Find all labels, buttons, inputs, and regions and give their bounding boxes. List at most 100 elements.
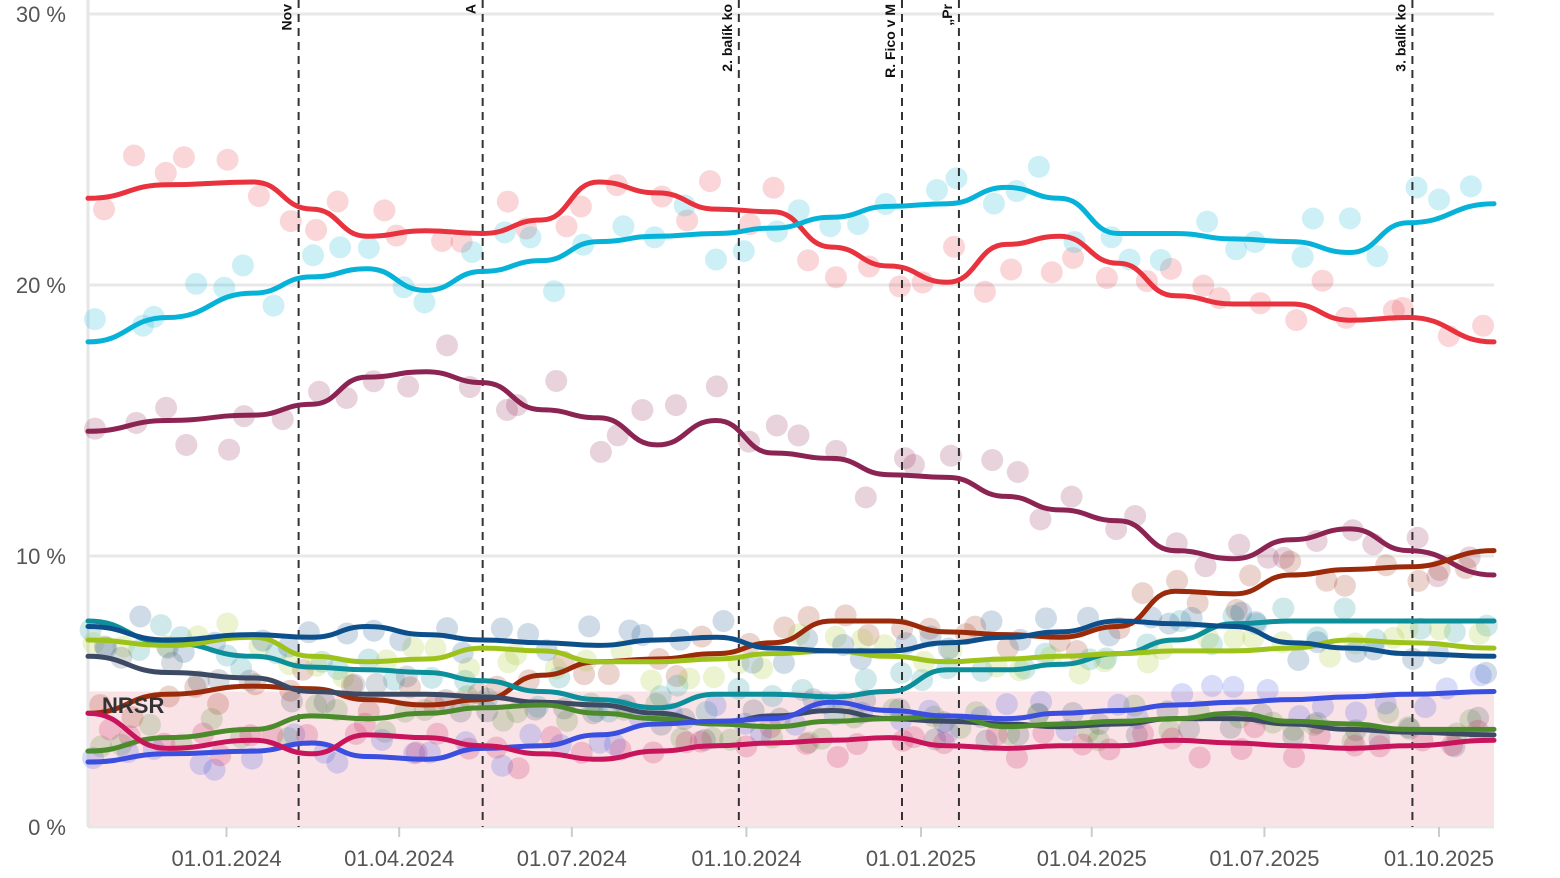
poll-dot (1149, 249, 1172, 272)
poll-dot (1256, 679, 1279, 702)
poll-dot (262, 294, 285, 317)
poll-dot (1343, 734, 1366, 757)
x-tick-label: 01.01.2024 (171, 846, 281, 871)
poll-dot (1027, 155, 1050, 178)
poll-dot (578, 615, 601, 638)
poll-dot (826, 745, 849, 768)
poll-dot (1228, 533, 1251, 556)
poll-dot (370, 728, 393, 751)
poll-dot (1287, 648, 1310, 671)
poll-dot (457, 657, 480, 680)
poll-dot (945, 167, 968, 190)
poll-dot (1366, 245, 1389, 268)
poll-dot (888, 275, 911, 298)
event-label: Nov (279, 4, 295, 31)
poll-dot (154, 161, 177, 184)
poll-dot (787, 424, 810, 447)
poll-dot (1201, 674, 1224, 697)
poll-dot (772, 651, 795, 674)
y-tick-label: 0 % (28, 815, 66, 840)
poll-dot (1219, 716, 1242, 739)
poll-dot (1166, 569, 1189, 592)
x-tick-label: 01.10.2024 (691, 846, 801, 871)
poll-dot (1225, 598, 1248, 621)
poll-dot (1029, 508, 1052, 531)
poll-dot (149, 614, 172, 637)
poll-dot (704, 694, 727, 717)
poll-dot (340, 674, 363, 697)
poll-dot (1428, 188, 1451, 211)
poll-dot (83, 308, 106, 331)
poll-dot (216, 148, 239, 171)
poll-dot (495, 398, 518, 421)
poll-dot (702, 666, 725, 689)
poll-dot (597, 663, 620, 686)
y-tick-label: 20 % (16, 273, 66, 298)
poll-dot (704, 248, 727, 271)
poll-dot (1030, 690, 1053, 713)
poll-dot (695, 700, 718, 723)
poll-dot (1186, 591, 1209, 614)
poll-dot (666, 674, 689, 697)
poll-dot (847, 213, 870, 236)
poll-dot (1315, 569, 1338, 592)
poll-dot (542, 280, 565, 303)
poll-dot (431, 230, 454, 253)
label-layer: NRSR (102, 693, 164, 718)
poll-dot (203, 758, 226, 781)
poll-dot (413, 291, 436, 314)
poll-dot (231, 254, 254, 277)
poll-dot (1159, 257, 1182, 280)
series-line-light-blue (85, 184, 1497, 345)
poll-dot (1459, 175, 1482, 198)
poll-dot (505, 643, 528, 666)
poll-dot (357, 236, 380, 259)
poll-dot (1407, 569, 1430, 592)
poll-dot (1006, 461, 1029, 484)
poll-dot (1007, 723, 1030, 746)
poll-dot (326, 190, 349, 213)
poll-dot (1301, 207, 1324, 230)
poll-dot (507, 757, 530, 780)
poll-dot (1257, 546, 1280, 569)
poll-dot (362, 370, 385, 393)
poll-dot (1472, 314, 1495, 337)
series-line-dark-red (85, 548, 1497, 716)
poll-dot (1391, 296, 1414, 319)
poll-dot (497, 651, 520, 674)
poll-dot (1443, 620, 1466, 643)
poll-dot (1040, 261, 1063, 284)
poll-dot (362, 619, 385, 642)
poll-dot (854, 668, 877, 691)
poll-dot (280, 690, 303, 713)
poll-dot (765, 414, 788, 437)
poll-dot (98, 718, 121, 741)
poll-dot (1196, 210, 1219, 233)
poll-dot (123, 144, 146, 167)
poll-dot (1000, 258, 1023, 281)
event-label: „Pr (939, 3, 955, 25)
poll-dot (1283, 746, 1306, 769)
poll-dot (555, 215, 578, 238)
poll-dot (995, 693, 1018, 716)
poll-dot (589, 440, 612, 463)
poll-dot (1225, 238, 1248, 261)
poll-dot (1105, 518, 1128, 541)
poll-dot (93, 198, 116, 221)
poll-dot (893, 447, 916, 470)
poll-dot (649, 685, 672, 708)
poll-dot (326, 751, 349, 774)
poll-dot (1068, 662, 1091, 685)
x-tick-label: 01.07.2025 (1209, 846, 1319, 871)
poll-dot (797, 249, 820, 272)
poll-dot (216, 612, 239, 635)
poll-dot (1469, 664, 1492, 687)
poll-dot (1062, 246, 1085, 269)
poll-dot (305, 694, 328, 717)
poll-dot (1311, 695, 1334, 718)
series-line-green (85, 702, 1497, 754)
poll-dot (1282, 725, 1305, 748)
poll-dot (279, 210, 302, 233)
poll-dot (505, 394, 528, 417)
